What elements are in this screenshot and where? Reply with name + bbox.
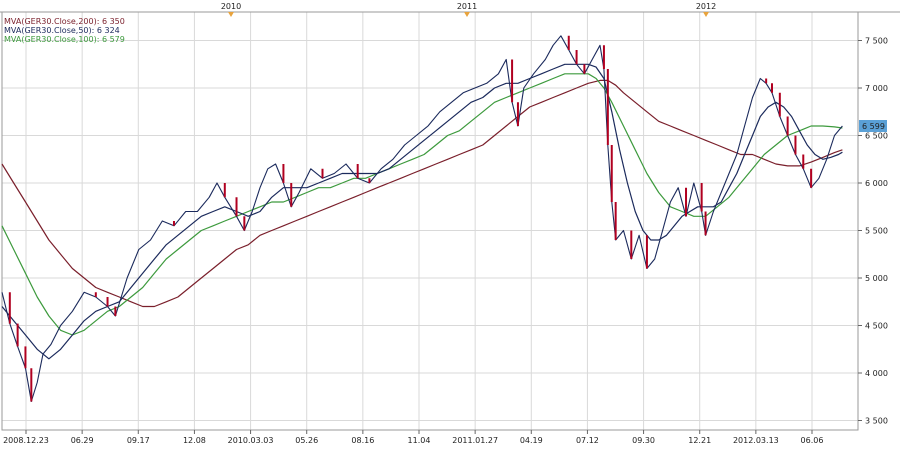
y-tick-label: 5 500: [865, 227, 888, 236]
x-tick-label: 2011.01.27: [452, 436, 498, 445]
legend-entry: MVA(GER30.Close,100): 6 579: [4, 35, 125, 44]
series-area: [1, 35, 843, 403]
x-tick-label: 06.06: [801, 436, 824, 445]
y-tick-label: 6 000: [865, 179, 888, 188]
x-tick-label: 12.21: [688, 436, 711, 445]
axes: [0, 11, 900, 434]
x-tick-label: 2008.12.23: [3, 436, 49, 445]
ma200-series-line: [1, 79, 843, 308]
y-tick-label: 4 000: [865, 369, 888, 378]
legend-entry: MVA(GER30.Close,50): 6 324: [4, 26, 120, 35]
last-value-label: 6 599: [862, 122, 885, 131]
x-tick-label: 09.30: [632, 436, 655, 445]
y-tick-label: 6 500: [865, 132, 888, 141]
x-tick-label: 06.29: [71, 436, 94, 445]
labels: 3 500 4 000 4 500 5 000 5 500 6 000 6 500 7 000…: [3, 2, 888, 445]
legend-entry: MVA(GER30.Close,200): 6 350: [4, 17, 125, 26]
grid: [2, 12, 858, 430]
ma100-series-line: [1, 73, 843, 336]
year-marker-label: 2012: [696, 2, 716, 11]
y-tick-label: 3 500: [865, 417, 888, 426]
last-value-box: [859, 120, 887, 132]
year-marker-triangle: [703, 12, 709, 17]
year-marker-label: 2011: [457, 2, 477, 11]
x-tick-label: 08.16: [351, 436, 374, 445]
year-marker-label: 2010: [221, 2, 241, 11]
x-tick-label: 12.08: [183, 436, 206, 445]
year-marker-triangle: [228, 12, 234, 17]
price-series-line: [1, 35, 843, 403]
ma50-series-line: [1, 63, 843, 360]
x-tick-label: 2012.03.13: [733, 436, 779, 445]
y-tick-label: 7 000: [865, 84, 888, 93]
x-tick-label: 11.04: [408, 436, 431, 445]
x-tick-label: 2010.03.03: [228, 436, 274, 445]
x-tick-label: 09.17: [127, 436, 150, 445]
y-tick-label: 4 500: [865, 322, 888, 331]
year-marker-triangle: [464, 12, 470, 17]
x-tick-label: 07.12: [576, 436, 599, 445]
y-tick-label: 7 500: [865, 37, 888, 46]
x-tick-label: 04.19: [520, 436, 543, 445]
legend: MVA(GER30.Close,200): 6 350MVA(GER30.Clo…: [4, 17, 125, 44]
x-tick-label: 05.26: [295, 436, 318, 445]
y-tick-label: 5 000: [865, 274, 888, 283]
